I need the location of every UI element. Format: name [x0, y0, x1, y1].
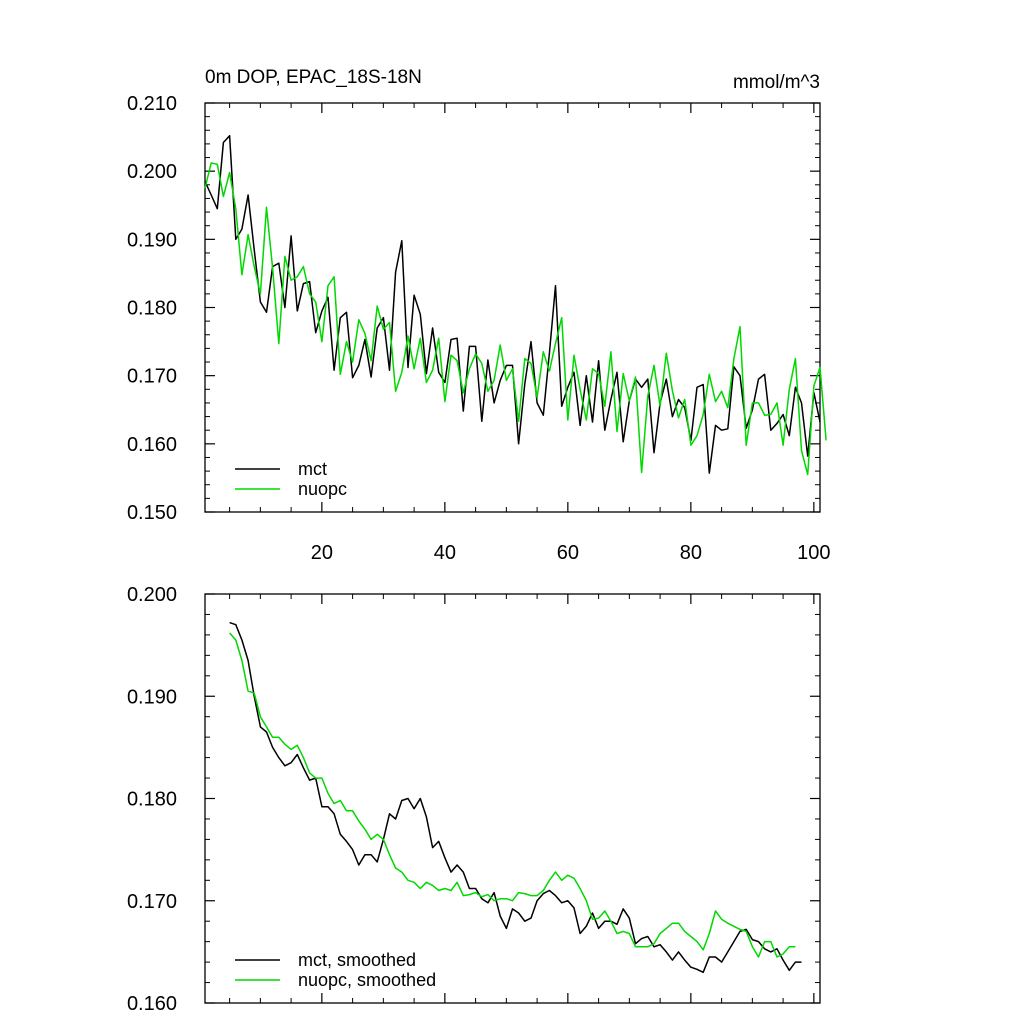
top-panel: 0m DOP, EPAC_18S-18N mmol/m^3 0.150 0.160… — [127, 67, 831, 564]
top-x-tick-label: 100 — [797, 542, 830, 564]
bottom-y-tick-label: 0.190 — [127, 686, 177, 708]
bottom-series-line-mct-smoothed — [229, 621, 802, 974]
bottom-y-tick-label: 0.170 — [127, 891, 177, 913]
bottom-y-tick-label: 0.180 — [127, 789, 177, 811]
top-legend-label: mct — [298, 459, 327, 479]
top-y-tick-label: 0.200 — [127, 161, 177, 183]
top-panel-units: mmol/m^3 — [733, 72, 820, 93]
top-x-tick-label: 80 — [680, 542, 702, 564]
bottom-y-tick-label: 0.200 — [127, 584, 177, 606]
bottom-plot-frame — [204, 593, 821, 1004]
top-y-tick-label: 0.150 — [127, 502, 177, 524]
bottom-y-tick-label: 0.160 — [127, 993, 177, 1015]
top-panel-title: 0m DOP, EPAC_18S-18N — [205, 67, 422, 88]
top-series-line-mct — [204, 134, 821, 474]
bottom-legend-label: mct, smoothed — [298, 950, 416, 970]
bottom-series-line-nuopc-smoothed — [229, 632, 796, 958]
top-y-tick-label: 0.170 — [127, 366, 177, 388]
top-x-tick-label: 20 — [311, 542, 333, 564]
bottom-panel: 0.160 0.170 0.180 0.190 0.200 mct, smoothednu… — [127, 584, 821, 1015]
bottom-legend-label: nuopc, smoothed — [298, 970, 436, 990]
top-x-tick-label: 60 — [557, 542, 579, 564]
top-x-tick-label: 40 — [434, 542, 456, 564]
top-legend-label: nuopc — [298, 479, 347, 499]
top-y-tick-label: 0.180 — [127, 298, 177, 320]
top-y-tick-label: 0.210 — [127, 93, 177, 115]
top-y-tick-label: 0.190 — [127, 229, 177, 251]
top-y-tick-label: 0.160 — [127, 434, 177, 456]
top-series-line-nuopc — [204, 162, 827, 476]
